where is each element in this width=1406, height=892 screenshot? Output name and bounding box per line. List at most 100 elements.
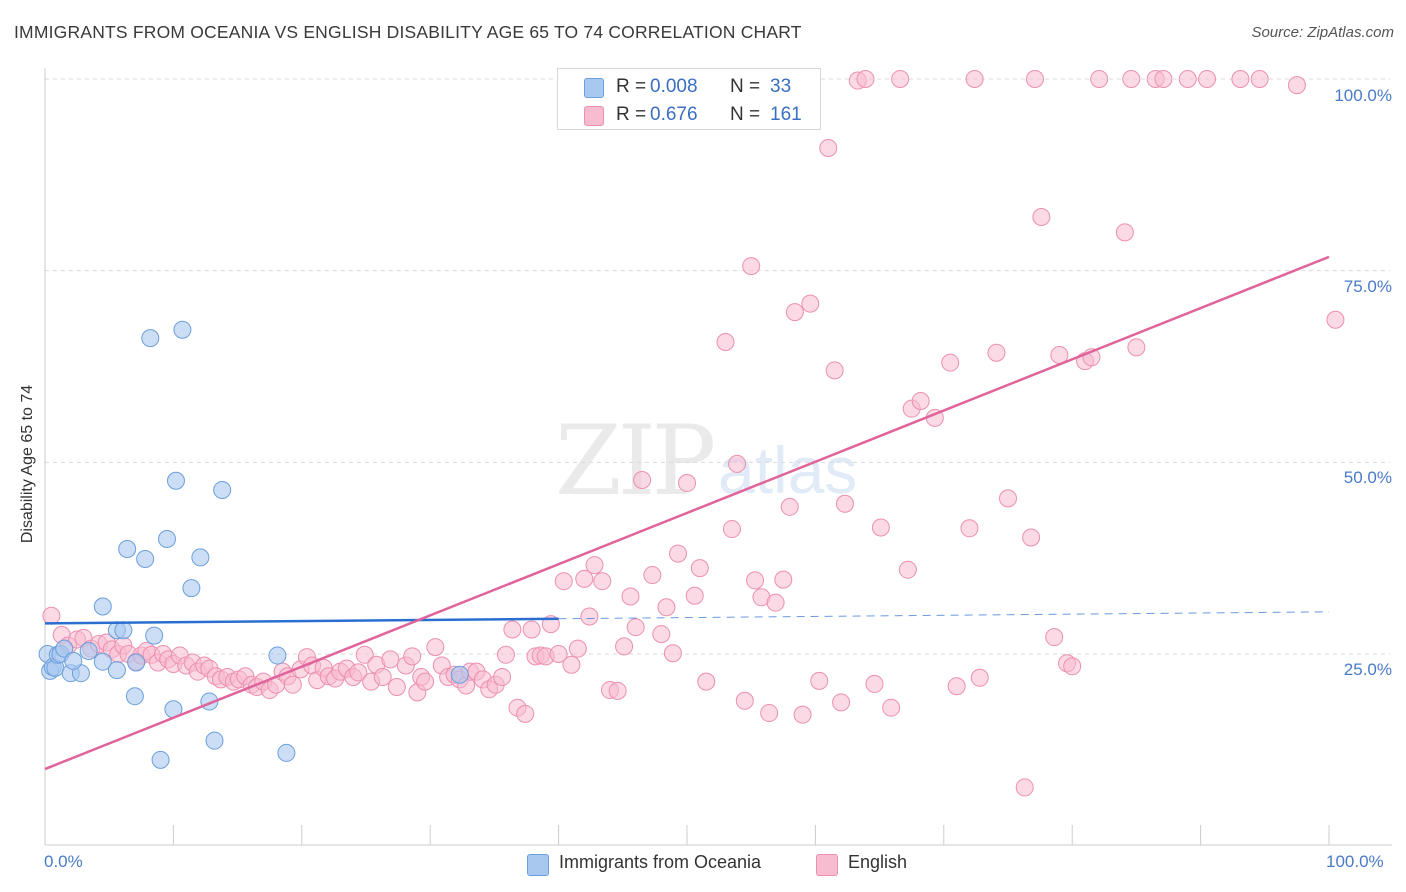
english-point [349, 663, 368, 682]
english-point [608, 681, 627, 700]
english-point [766, 593, 785, 612]
english-point [793, 705, 812, 724]
english-point [633, 470, 652, 489]
english-point [970, 668, 989, 687]
legend-n-value: 33 [770, 76, 792, 97]
legend-r-label: R = [616, 76, 647, 97]
english-point [891, 70, 910, 88]
oceania-point [157, 530, 176, 549]
oceania-point [127, 653, 146, 672]
oceania-point [151, 750, 170, 769]
legend-n-label: N = [730, 104, 761, 125]
english-point [722, 520, 741, 539]
english-point [562, 655, 581, 674]
english-point [801, 294, 820, 313]
oceania-point [55, 639, 74, 658]
chart-title: IMMIGRANTS FROM OCEANIA VS ENGLISH DISAB… [14, 22, 802, 42]
legend-swatch-english [816, 854, 838, 876]
english-point [1015, 778, 1034, 797]
legend-swatch-oceania [527, 854, 549, 876]
english-point [663, 644, 682, 663]
oceania-point [213, 480, 232, 499]
english-point [785, 303, 804, 322]
english-point [403, 647, 422, 666]
legend-label-english: English [848, 852, 908, 872]
oceania-point [205, 731, 224, 750]
oceania-point [277, 743, 296, 762]
english-point [1127, 338, 1146, 357]
english-point [819, 139, 838, 158]
legend-swatch-oceania [584, 78, 604, 98]
x-tick-label-min: 0.0% [44, 852, 83, 871]
english-point [1287, 76, 1306, 95]
english-point [373, 668, 392, 687]
english-point [626, 618, 645, 637]
oceania-point [145, 626, 164, 645]
legend-r-label: R = [616, 104, 647, 125]
english-point [871, 518, 890, 537]
english-point [947, 677, 966, 696]
english-point [657, 598, 676, 617]
english-point [865, 674, 884, 693]
english-point [580, 607, 599, 626]
english-point [615, 637, 634, 656]
english-point [554, 572, 573, 591]
oceania-point [191, 548, 210, 567]
english-point [1045, 628, 1064, 647]
oceania-point [173, 320, 192, 339]
oceania-point [114, 621, 133, 640]
oceania-point [107, 661, 126, 680]
english-point [742, 257, 761, 276]
oceania-point [450, 665, 469, 684]
english-point [1198, 70, 1217, 88]
english-point [496, 645, 515, 664]
y-tick-label-50: 50.0% [1343, 468, 1392, 487]
english-point [522, 620, 541, 639]
oceania-point [93, 652, 112, 671]
english-point [999, 489, 1017, 508]
oceania-point [182, 579, 201, 598]
english-point [1032, 208, 1051, 227]
english-point [426, 638, 445, 657]
y-tick-label-25: 25.0% [1343, 660, 1392, 679]
english-point [987, 343, 1006, 362]
english-point [387, 677, 406, 696]
english-point [593, 572, 612, 591]
english-point [42, 606, 61, 625]
english-point [965, 70, 984, 88]
legend-swatch-english [584, 106, 604, 126]
oceania-point [141, 329, 160, 348]
y-axis-label: Disability Age 65 to 74 [19, 384, 36, 544]
english-point [575, 569, 594, 588]
english-point [697, 672, 716, 691]
english-point [856, 70, 875, 88]
english-point [678, 474, 696, 493]
watermark-zip: ZIP [555, 405, 716, 517]
oceania-trend-line-extension [558, 611, 1330, 620]
stats-legend: R = 0.008 N = 33 R = 0.676 N = 161 [557, 68, 821, 130]
english-point [1025, 70, 1044, 88]
english-point [643, 566, 662, 585]
english-point [941, 353, 960, 372]
english-point [568, 639, 587, 658]
english-point [960, 519, 979, 538]
english-point [516, 704, 535, 723]
english-point [1090, 70, 1109, 88]
oceania-trend-line [44, 617, 559, 625]
legend-label-oceania: Immigrants from Oceania [559, 852, 762, 872]
english-point [1122, 70, 1141, 88]
english-point [1178, 70, 1197, 88]
english-point [898, 560, 917, 579]
english-point [1063, 657, 1082, 676]
english-point [283, 675, 302, 694]
english-point [1115, 223, 1134, 242]
english-point [549, 645, 568, 664]
english-point [585, 556, 604, 575]
source-label: Source: ZipAtlas.com [1251, 24, 1394, 41]
english-point [690, 559, 709, 578]
oceania-point [93, 597, 112, 616]
english-point [911, 392, 930, 411]
english-point [810, 671, 829, 690]
english-point [685, 586, 704, 605]
